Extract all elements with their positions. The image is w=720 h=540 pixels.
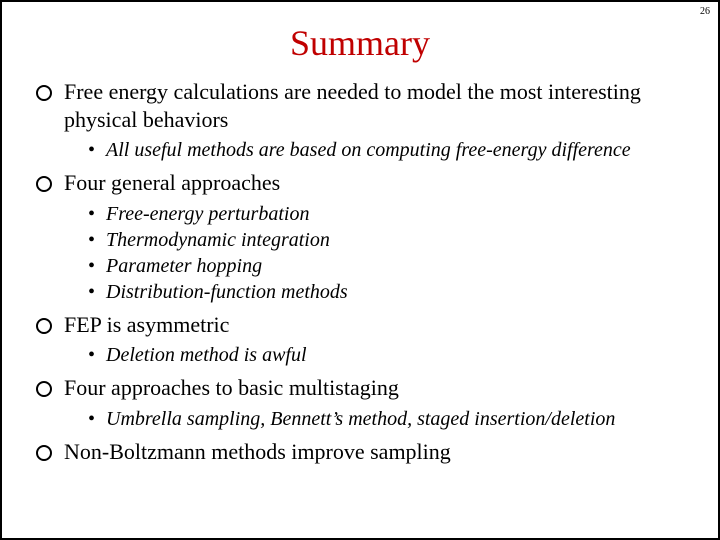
sub-bullet-list: Free-energy perturbation Thermodynamic i… (64, 201, 694, 305)
bullet-text: Four approaches to basic multistaging (64, 375, 399, 400)
bullet-item: FEP is asymmetric Deletion method is awf… (36, 311, 694, 369)
sub-bullet-text: All useful methods are based on computin… (106, 139, 631, 161)
sub-bullet-text: Deletion method is awful (106, 344, 307, 366)
sub-bullet-item: Thermodynamic integration (88, 227, 694, 253)
sub-bullet-item: Umbrella sampling, Bennett’s method, sta… (88, 406, 694, 432)
bullet-text: FEP is asymmetric (64, 312, 229, 337)
sub-bullet-text: Umbrella sampling, Bennett’s method, sta… (106, 408, 615, 430)
bullet-item: Non-Boltzmann methods improve sampling (36, 438, 694, 466)
bullet-text: Non-Boltzmann methods improve sampling (64, 439, 451, 464)
bullet-item: Four approaches to basic multistaging Um… (36, 374, 694, 432)
sub-bullet-item: Parameter hopping (88, 253, 694, 279)
sub-bullet-list: All useful methods are based on computin… (64, 137, 694, 163)
sub-bullet-item: Deletion method is awful (88, 342, 694, 368)
slide-title: Summary (26, 22, 694, 64)
sub-bullet-item: Free-energy perturbation (88, 201, 694, 227)
bullet-text: Free energy calculations are needed to m… (64, 79, 641, 132)
bullet-text: Four general approaches (64, 170, 280, 195)
bullet-item: Free energy calculations are needed to m… (36, 78, 694, 163)
bullet-item: Four general approaches Free-energy pert… (36, 169, 694, 305)
sub-bullet-text: Distribution-function methods (106, 281, 348, 303)
sub-bullet-item: All useful methods are based on computin… (88, 137, 694, 163)
sub-bullet-list: Umbrella sampling, Bennett’s method, sta… (64, 406, 694, 432)
sub-bullet-item: Distribution-function methods (88, 279, 694, 305)
bullet-list: Free energy calculations are needed to m… (26, 78, 694, 465)
sub-bullet-text: Thermodynamic integration (106, 229, 330, 251)
sub-bullet-text: Free-energy perturbation (106, 203, 309, 225)
sub-bullet-list: Deletion method is awful (64, 342, 694, 368)
slide-container: 26 Summary Free energy calculations are … (0, 0, 720, 540)
sub-bullet-text: Parameter hopping (106, 255, 262, 277)
page-number: 26 (700, 6, 710, 17)
